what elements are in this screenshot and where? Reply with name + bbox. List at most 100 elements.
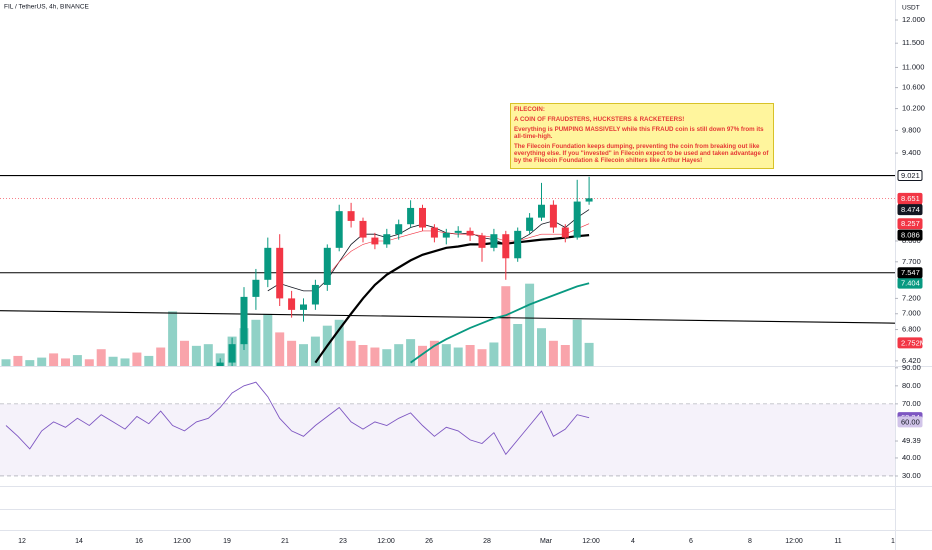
volume-bar (156, 347, 166, 366)
candle-body (276, 247, 284, 299)
candle-body (74, 382, 81, 389)
annotation-line: A COIN OF FRAUDSTERS, HUCKSTERS & RACKET… (514, 116, 685, 123)
ma-label-box (897, 204, 923, 216)
x-tick-label: 12 (18, 538, 26, 545)
volume-bar (108, 356, 118, 366)
volume-bar (501, 286, 511, 366)
candle-body (335, 211, 343, 248)
candle-body (205, 376, 212, 380)
level-label-box (897, 170, 923, 182)
y-tick-label: 6.800 (902, 325, 921, 334)
candle-body (26, 387, 33, 391)
volume-bar (525, 283, 535, 366)
rsi-ma-label: 60.00 (901, 417, 920, 426)
volume-bar (394, 344, 404, 366)
candle-body (490, 234, 498, 248)
volume-bar (370, 347, 380, 366)
y-tick-label: 11.000 (902, 62, 924, 71)
volume-bar (1, 359, 11, 366)
rsi-pane (0, 381, 895, 477)
candle-body (585, 198, 593, 202)
y-tick-label: 12.000 (902, 15, 925, 24)
volume-bar (37, 357, 47, 366)
candle-body (300, 304, 307, 310)
volume-bar (191, 345, 201, 366)
volume-bar (287, 340, 297, 366)
y-tick-label: 10.200 (902, 104, 925, 113)
candle-body (371, 237, 379, 245)
x-tick-label: 19 (223, 538, 231, 545)
volume-bar (84, 359, 94, 366)
ma-label-box (897, 229, 923, 241)
moving-average (267, 209, 590, 292)
x-tick-label: 12:00 (582, 538, 600, 545)
volume-bar (584, 342, 594, 366)
ma-label-box (897, 218, 923, 230)
volume-bar (13, 355, 23, 366)
candle-body (573, 201, 581, 238)
x-tick-label: 6 (689, 538, 693, 545)
volume-bar (299, 344, 308, 366)
candle-body (526, 217, 534, 231)
candle-body (466, 230, 474, 236)
x-tick-label: 23 (339, 538, 347, 545)
volume-bar (49, 353, 59, 366)
x-tick-label: 12:00 (173, 538, 191, 545)
x-tick-label: 1 (891, 538, 895, 545)
ma-label: 8.474 (901, 205, 920, 214)
candle-body (311, 284, 319, 305)
candle-body (133, 383, 140, 389)
candle-body (62, 385, 69, 389)
y-tick-label: 6.420 (902, 356, 921, 365)
candle-body (323, 247, 331, 285)
volume-bar (477, 349, 487, 366)
candle-body (442, 232, 450, 238)
candle-body (561, 227, 569, 238)
price-label: 8.651 (901, 194, 920, 203)
candle-body (478, 235, 486, 248)
volume-bar (144, 355, 154, 366)
annotation-title: FILECOIN: (514, 106, 545, 113)
volume-bar (25, 360, 35, 366)
y-tick-label: 9.800 (902, 125, 921, 134)
x-tick-label: 4 (631, 538, 635, 545)
rsi-band (0, 403, 895, 476)
candle-body (502, 234, 510, 259)
level-label-box (897, 267, 923, 279)
rsi-tick-label: 30.00 (902, 471, 921, 480)
volume-bar (263, 313, 273, 366)
candle-body (288, 298, 296, 310)
candle-body (347, 211, 355, 221)
y-tick-label: 7.200 (902, 293, 921, 302)
candle-body (122, 383, 129, 388)
candle-body (514, 230, 522, 259)
candle-body (430, 227, 438, 238)
level-label: 7.547 (901, 268, 920, 277)
candle-body (228, 344, 236, 363)
volume-bar (310, 336, 320, 366)
annotation: FILECOIN: A COIN OF FRAUDSTERS, HUCKSTER… (510, 103, 774, 169)
rsi-tick-label: 49.39 (902, 436, 921, 445)
volume-bar (346, 340, 356, 366)
candle-body (145, 385, 152, 389)
volume-bar (96, 349, 106, 366)
candle-body (110, 389, 117, 396)
ma-label: 8.257 (901, 219, 920, 228)
candle-body (549, 204, 557, 228)
ma-label: 7.404 (901, 279, 920, 288)
y-tick-label: 7.000 (902, 309, 921, 318)
rsi-tick-label: 70.00 (902, 399, 921, 408)
candle-body (86, 382, 93, 387)
axis-unit: USDT (902, 5, 920, 12)
price-pane (0, 174, 895, 396)
volume-bar (358, 345, 368, 366)
candle-body (419, 207, 426, 228)
volume-bar (203, 344, 213, 366)
candle-body (454, 230, 462, 233)
candle-body (98, 387, 105, 396)
candle-body (169, 378, 176, 392)
volume-bar (441, 344, 451, 366)
volume-bar (572, 319, 582, 366)
